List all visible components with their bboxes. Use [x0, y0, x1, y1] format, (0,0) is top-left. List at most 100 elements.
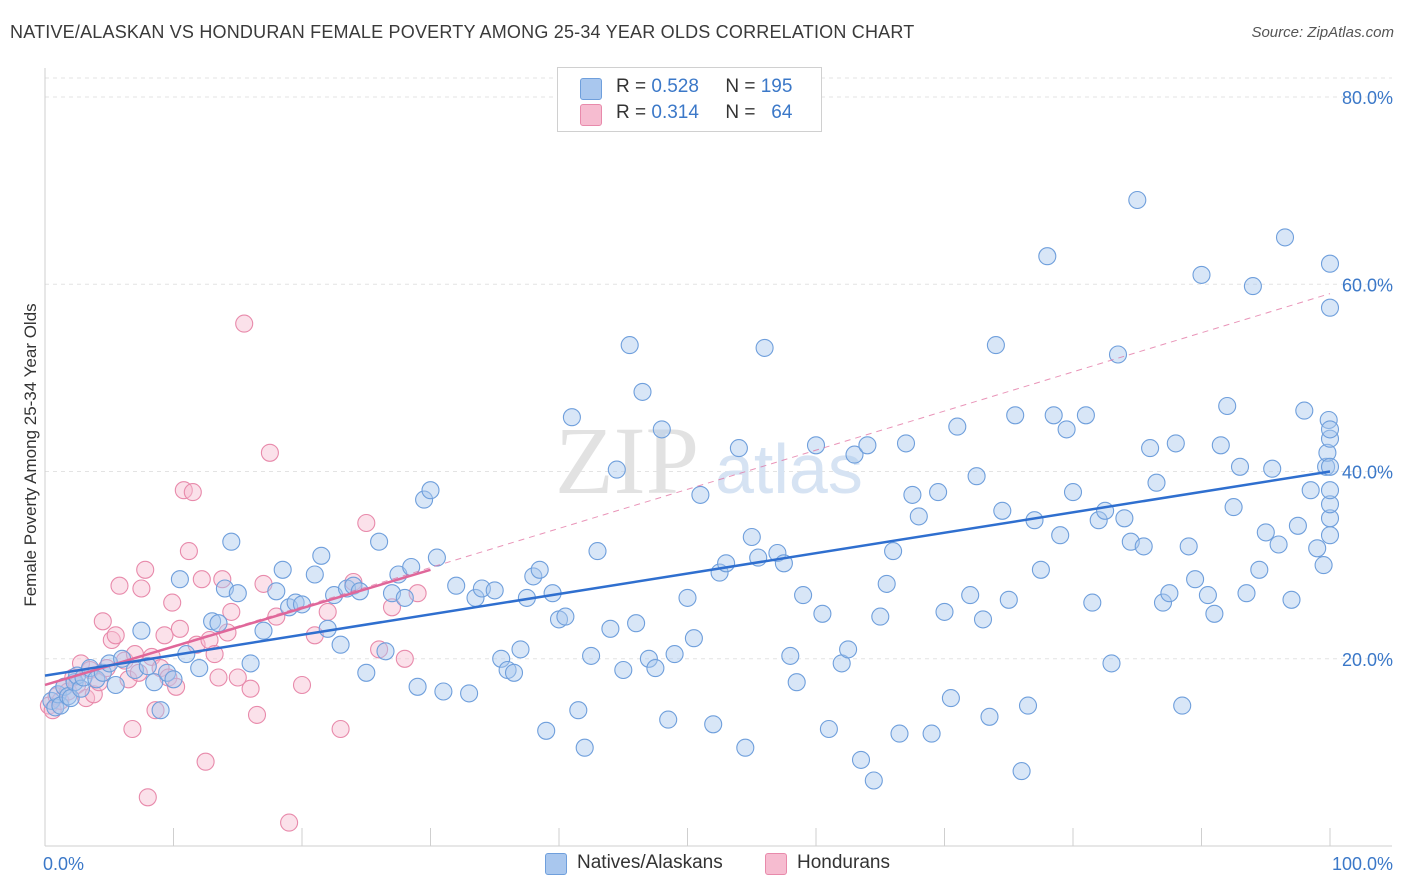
- honduran-point: [179, 542, 198, 561]
- native-point: [884, 542, 903, 561]
- native-point: [511, 640, 530, 659]
- honduran-point: [318, 602, 337, 621]
- native-point: [903, 485, 922, 504]
- native-point: [845, 445, 864, 464]
- native-point: [106, 675, 125, 695]
- native-point: [813, 604, 832, 623]
- native-point: [1320, 526, 1340, 545]
- native-point: [158, 663, 177, 682]
- honduran-point: [260, 443, 279, 462]
- native-point: [51, 696, 70, 715]
- native-point: [1275, 228, 1295, 247]
- correlation-legend: R = 0.528 N = 195 R = 0.314 N = 64: [557, 67, 822, 132]
- honduran-point: [235, 314, 254, 333]
- legend-n-value: 64: [771, 102, 793, 123]
- watermark-zip: ZIP: [555, 407, 699, 514]
- native-point: [755, 338, 774, 357]
- native-point: [1230, 457, 1250, 476]
- honduran-point: [357, 513, 376, 533]
- native-point: [941, 689, 960, 708]
- legend-r-value: 0.528: [651, 76, 699, 97]
- y-tick-label: 40.0%: [1342, 463, 1393, 483]
- native-point: [909, 507, 928, 526]
- native-point: [562, 408, 581, 427]
- native-point: [929, 483, 948, 502]
- native-point: [170, 570, 189, 589]
- native-point: [961, 586, 980, 605]
- native-point: [684, 629, 703, 648]
- hondurans-points: [39, 314, 427, 832]
- native-point: [1243, 277, 1262, 296]
- native-point: [1166, 434, 1185, 453]
- native-point: [819, 719, 838, 739]
- native-point: [164, 670, 183, 689]
- native-point: [1320, 254, 1340, 273]
- legend-r-label: R =: [616, 76, 647, 97]
- honduran-point: [241, 679, 260, 698]
- native-point: [993, 501, 1012, 520]
- native-point: [1141, 439, 1160, 458]
- bottom-legend-swatch-blue: [545, 853, 567, 875]
- native-point: [138, 657, 157, 676]
- native-point: [331, 635, 350, 654]
- native-point: [851, 750, 871, 769]
- source-credit: Source: ZipAtlas.com: [1251, 24, 1394, 41]
- legend-n-label: N =: [725, 102, 756, 123]
- native-point: [729, 439, 748, 458]
- native-point: [1269, 535, 1288, 554]
- trend-lines: [44, 293, 1331, 687]
- native-point: [1160, 584, 1179, 603]
- native-point: [922, 724, 941, 743]
- native-point: [273, 560, 292, 579]
- native-point: [806, 436, 826, 455]
- native-point: [427, 548, 446, 567]
- honduran-point: [146, 701, 165, 720]
- native-point: [312, 546, 331, 565]
- native-point: [890, 724, 909, 743]
- native-point: [678, 588, 697, 607]
- native-point: [1031, 560, 1050, 579]
- honduran-point: [174, 481, 193, 500]
- native-point: [408, 677, 427, 696]
- native-point: [1128, 190, 1147, 210]
- native-point: [1301, 481, 1320, 500]
- native-point: [1006, 406, 1025, 425]
- native-point: [1263, 459, 1282, 478]
- native-point: [1063, 483, 1083, 502]
- honduran-point: [395, 649, 414, 668]
- native-point: [421, 481, 440, 500]
- native-point: [607, 460, 626, 479]
- native-point: [1256, 523, 1275, 542]
- native-point: [986, 336, 1005, 355]
- y-tick-label: 80.0%: [1342, 88, 1393, 108]
- native-point: [504, 663, 524, 682]
- native-point: [485, 581, 504, 600]
- native-point: [395, 588, 414, 607]
- native-point: [871, 607, 890, 626]
- native-point: [1186, 570, 1205, 589]
- legend-n-value: 195: [760, 76, 793, 97]
- tick-labels: 20.0% 40.0% 60.0% 80.0% 0.0% 100.0%: [43, 88, 1393, 874]
- native-point: [633, 382, 652, 401]
- native-point: [1319, 410, 1338, 430]
- native-point: [71, 679, 91, 698]
- native-point: [896, 434, 916, 453]
- native-point: [203, 612, 222, 631]
- native-point: [614, 660, 633, 680]
- native-point: [768, 543, 787, 563]
- native-point: [620, 336, 639, 355]
- native-point: [447, 576, 466, 595]
- native-point: [588, 542, 607, 561]
- native-point: [209, 614, 228, 633]
- bottom-legend-label: Hondurans: [797, 852, 890, 873]
- native-point: [1237, 584, 1256, 603]
- watermark: ZIP atlas: [555, 407, 863, 514]
- native-point: [1320, 481, 1340, 500]
- native-point: [228, 584, 247, 603]
- native-point: [1320, 495, 1340, 514]
- honduran-point: [192, 570, 211, 589]
- native-point: [973, 610, 993, 629]
- native-point: [935, 602, 954, 621]
- native-point: [627, 614, 646, 633]
